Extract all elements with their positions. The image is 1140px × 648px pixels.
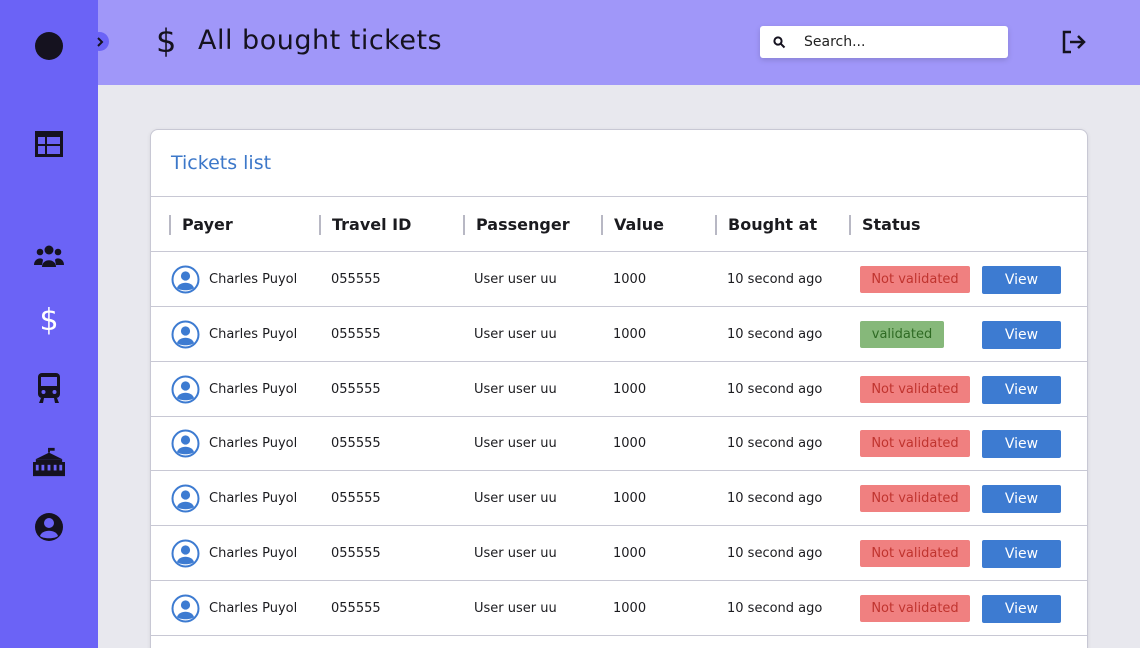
view-button[interactable]: View xyxy=(982,594,1061,623)
payer-cell: Charles Puyol xyxy=(209,381,298,397)
tickets-card: Tickets list Payer Travel ID Passenger V… xyxy=(150,129,1088,648)
payer-cell: Charles Puyol xyxy=(209,436,298,452)
payer-cell: Charles Puyol xyxy=(209,546,298,561)
travel-id-cell: 055555 xyxy=(331,272,381,287)
passenger-cell: User user uu xyxy=(474,600,557,616)
avatar-icon xyxy=(171,265,200,294)
column-header-bought-at[interactable]: Bought at xyxy=(715,215,817,235)
value-cell: 1000 xyxy=(613,272,647,287)
avatar-icon xyxy=(171,429,200,458)
status-badge: Not validated xyxy=(860,594,970,622)
column-header-payer[interactable]: Payer xyxy=(169,215,233,235)
travel-id-cell: 055555 xyxy=(331,491,381,507)
card-title: Tickets list xyxy=(171,152,272,174)
dashboard-icon[interactable] xyxy=(33,128,65,160)
column-header-passenger[interactable]: Passenger xyxy=(463,215,570,235)
dollar-icon[interactable]: $ xyxy=(39,302,59,338)
bought-at-cell: 10 second ago xyxy=(727,491,823,507)
status-badge: Not validated xyxy=(860,266,970,293)
value-cell: 1000 xyxy=(613,436,647,452)
value-cell: 1000 xyxy=(613,546,647,561)
passenger-cell: User user uu xyxy=(474,491,557,507)
avatar-icon xyxy=(171,539,200,568)
table-row: Charles Puyol 055555 User user uu 1000 10 se… xyxy=(151,581,1087,636)
column-header-value[interactable]: Value xyxy=(601,215,664,235)
sidebar: $ xyxy=(0,0,98,648)
travel-id-cell: 055555 xyxy=(331,436,381,452)
page-title: All bought tickets xyxy=(198,25,443,56)
value-cell: 1000 xyxy=(613,491,647,507)
column-header-status[interactable]: Status xyxy=(849,215,921,235)
column-header-travel-id[interactable]: Travel ID xyxy=(319,215,411,235)
table-row: Charles Puyol 055555 User user uu 1000 10 se… xyxy=(151,526,1087,581)
bought-at-cell: 10 second ago xyxy=(727,272,823,287)
avatar-icon xyxy=(171,484,200,513)
passenger-cell: User user uu xyxy=(474,436,557,452)
table-row: Charles Puyol 055555 User user uu 1000 10 se… xyxy=(151,471,1087,527)
payer-cell: Charles Puyol xyxy=(209,326,298,342)
bus-icon[interactable] xyxy=(33,372,65,404)
logout-icon xyxy=(1062,30,1086,54)
view-button[interactable]: View xyxy=(982,540,1061,568)
avatar-icon xyxy=(171,320,200,349)
user-circle-icon[interactable] xyxy=(33,511,65,543)
table-row: Charles Puyol 055555 User user uu 1000 10 se… xyxy=(151,362,1087,417)
table-row: Charles Puyol 055555 User user uu 1000 10 se… xyxy=(151,252,1087,307)
passenger-cell: User user uu xyxy=(474,381,557,397)
bought-at-cell: 10 second ago xyxy=(727,436,823,452)
dollar-sign-icon: $ xyxy=(156,22,177,60)
travel-id-cell: 055555 xyxy=(331,381,381,397)
bought-at-cell: 10 second ago xyxy=(727,326,823,342)
header: $ All bought tickets xyxy=(98,0,1140,85)
travel-id-cell: 055555 xyxy=(331,326,381,342)
view-button[interactable]: View xyxy=(982,430,1061,459)
value-cell: 1000 xyxy=(613,381,647,397)
status-badge: Not validated xyxy=(860,540,970,567)
divider xyxy=(151,196,1087,197)
users-icon[interactable] xyxy=(33,240,65,272)
status-badge: validated xyxy=(860,320,944,348)
search-input[interactable] xyxy=(804,26,999,58)
travel-id-cell: 055555 xyxy=(331,600,381,616)
payer-cell: Charles Puyol xyxy=(209,491,298,507)
view-button[interactable]: View xyxy=(982,266,1061,294)
logout-button[interactable] xyxy=(1060,28,1088,56)
avatar-icon xyxy=(171,594,200,623)
bought-at-cell: 10 second ago xyxy=(727,381,823,397)
avatar-icon xyxy=(171,375,200,404)
table-header: Payer Travel ID Passenger Value Bought a… xyxy=(151,197,1087,252)
passenger-cell: User user uu xyxy=(474,272,557,287)
building-icon[interactable] xyxy=(33,446,65,478)
search-icon xyxy=(773,36,786,49)
payer-cell: Charles Puyol xyxy=(209,272,298,287)
view-button[interactable]: View xyxy=(982,320,1061,349)
table-row: Charles Puyol 055555 User user uu 1000 10 se… xyxy=(151,416,1087,472)
value-cell: 1000 xyxy=(613,326,647,342)
view-button[interactable]: View xyxy=(982,375,1061,404)
chevron-right-icon xyxy=(96,36,103,47)
table-row: Charles Puyol 055555 User user uu 1000 10 se… xyxy=(151,307,1087,362)
value-cell: 1000 xyxy=(613,600,647,616)
passenger-cell: User user uu xyxy=(474,546,557,561)
status-badge: Not validated xyxy=(860,485,970,513)
status-badge: Not validated xyxy=(860,430,970,458)
passenger-cell: User user uu xyxy=(474,326,557,342)
view-button[interactable]: View xyxy=(982,485,1061,514)
sidebar-toggle-button[interactable] xyxy=(90,32,109,51)
travel-id-cell: 055555 xyxy=(331,546,381,561)
search-box[interactable] xyxy=(760,26,1008,58)
payer-cell: Charles Puyol xyxy=(209,600,298,616)
logo xyxy=(35,32,63,60)
status-badge: Not validated xyxy=(860,375,970,403)
bought-at-cell: 10 second ago xyxy=(727,546,823,561)
bought-at-cell: 10 second ago xyxy=(727,600,823,616)
